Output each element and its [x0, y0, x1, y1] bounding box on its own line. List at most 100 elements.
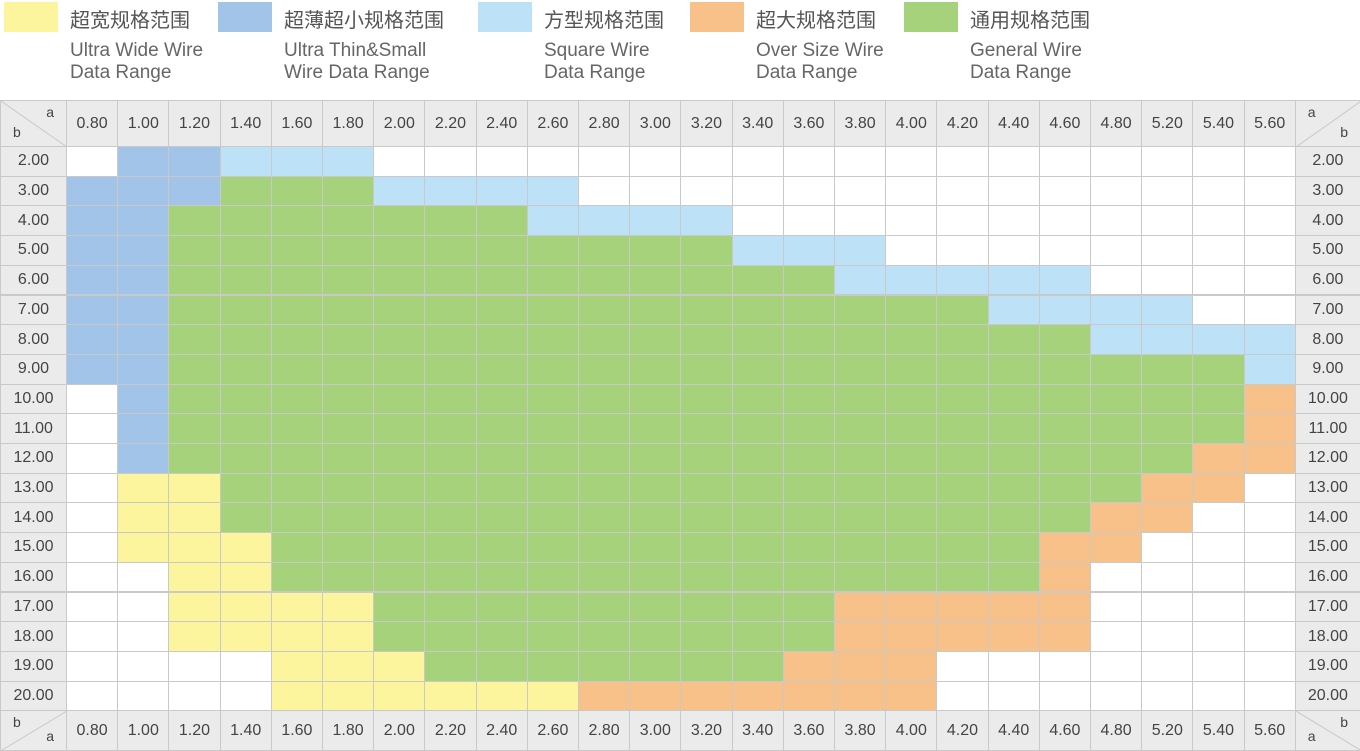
grid-cell: [1141, 235, 1194, 266]
grid-cell: [782, 175, 835, 207]
grid-cell: [987, 443, 1040, 474]
grid-cell: [1243, 294, 1296, 326]
grid-cell: [885, 680, 938, 712]
grid-cell: [629, 650, 682, 682]
grid-cell: [475, 650, 528, 682]
grid-cell: [475, 294, 528, 326]
grid-cell: [1192, 443, 1245, 474]
grid-cell: [475, 324, 528, 355]
row-header-right: 19.00: [1294, 650, 1360, 682]
grid-cell: [168, 324, 221, 355]
row-header-right: 17.00: [1294, 591, 1360, 623]
grid-cell: [117, 443, 170, 474]
grid-cell: [680, 324, 733, 355]
grid-cell: [373, 621, 426, 652]
corner-label: b: [13, 714, 21, 731]
grid-cell: [782, 353, 835, 385]
grid-cell: [117, 650, 170, 682]
column-footer: 3.00: [629, 710, 682, 751]
grid-cell: [475, 561, 528, 593]
grid-cell: [322, 413, 375, 444]
grid-cell: [526, 146, 579, 177]
grid-cell: [168, 502, 221, 534]
column-footer: 2.40: [475, 710, 528, 751]
grid-cell: [322, 146, 375, 177]
grid-cell: [731, 650, 784, 682]
column-footer: 2.60: [526, 710, 579, 751]
grid-cell: [629, 443, 682, 474]
grid-cell: [578, 264, 631, 296]
grid-cell: [66, 324, 119, 355]
grid-cell: [1141, 353, 1194, 385]
grid-cell: [782, 621, 835, 652]
grid-cell: [219, 324, 272, 355]
grid-cell: [1141, 472, 1194, 504]
grid-cell: [168, 591, 221, 623]
grid-cell: [680, 235, 733, 266]
legend-label-cn: 通用规格范围: [970, 8, 1090, 32]
grid-cell: [936, 561, 989, 593]
grid-cell: [936, 264, 989, 296]
column-footer: 4.20: [936, 710, 989, 751]
grid-cell: [1090, 264, 1143, 296]
grid-cell: [270, 175, 323, 207]
grid-cell: [629, 235, 682, 266]
grid-cell: [680, 353, 733, 385]
column-header: 3.20: [680, 100, 733, 147]
grid-cell: [936, 502, 989, 534]
grid-cell: [117, 235, 170, 266]
grid-cell: [322, 264, 375, 296]
grid-cell: [66, 472, 119, 504]
grid-cell: [424, 235, 477, 266]
grid-cell: [731, 383, 784, 415]
spec-range-grid: a b a b b a b a 0.80 0.80 1.00 1.00 1.20 1.20 1.40 1.40…: [0, 100, 1360, 751]
grid-cell: [168, 146, 221, 177]
grid-cell: [526, 561, 579, 593]
grid-cell: [322, 532, 375, 563]
grid-cell: [936, 175, 989, 207]
grid-cell: [424, 175, 477, 207]
grid-cell: [1090, 205, 1143, 237]
grid-cell: [731, 353, 784, 385]
corner-label: b: [1340, 714, 1348, 731]
grid-cell: [1038, 235, 1091, 266]
column-footer: 2.00: [373, 710, 426, 751]
grid-cell: [680, 502, 733, 534]
grid-cell: [424, 264, 477, 296]
grid-cell: [475, 502, 528, 534]
grid-cell: [1090, 621, 1143, 652]
grid-cell: [578, 561, 631, 593]
grid-cell: [373, 353, 426, 385]
grid-cell: [219, 680, 272, 712]
grid-cell: [1192, 205, 1245, 237]
grid-cell: [1141, 502, 1194, 534]
grid-cell: [629, 353, 682, 385]
grid-cell: [782, 472, 835, 504]
legend-label-en-line: Wire Data Range: [284, 62, 430, 83]
grid-cell: [936, 532, 989, 563]
column-header: 2.40: [475, 100, 528, 147]
grid-cell: [322, 324, 375, 355]
grid-cell: [373, 532, 426, 563]
grid-cell: [1141, 146, 1194, 177]
grid-cell: [1090, 235, 1143, 266]
corner-diagonal: [1, 711, 66, 750]
grid-cell: [629, 680, 682, 712]
grid-cell: [219, 264, 272, 296]
grid-cell: [66, 591, 119, 623]
column-header: 1.00: [117, 100, 170, 147]
legend-label-en-line: Ultra Thin&Small: [284, 40, 427, 61]
row-header-left: 18.00: [0, 621, 67, 652]
grid-cell: [1038, 205, 1091, 237]
grid-cell: [885, 472, 938, 504]
grid-cell: [1090, 413, 1143, 444]
grid-cell: [629, 383, 682, 415]
corner-label: b: [1340, 124, 1348, 140]
grid-cell: [526, 472, 579, 504]
grid-cell: [782, 294, 835, 326]
grid-cell: [475, 146, 528, 177]
column-header: 1.40: [219, 100, 272, 147]
column-footer: 1.00: [117, 710, 170, 751]
grid-cell: [475, 472, 528, 504]
column-footer: 0.80: [66, 710, 119, 751]
